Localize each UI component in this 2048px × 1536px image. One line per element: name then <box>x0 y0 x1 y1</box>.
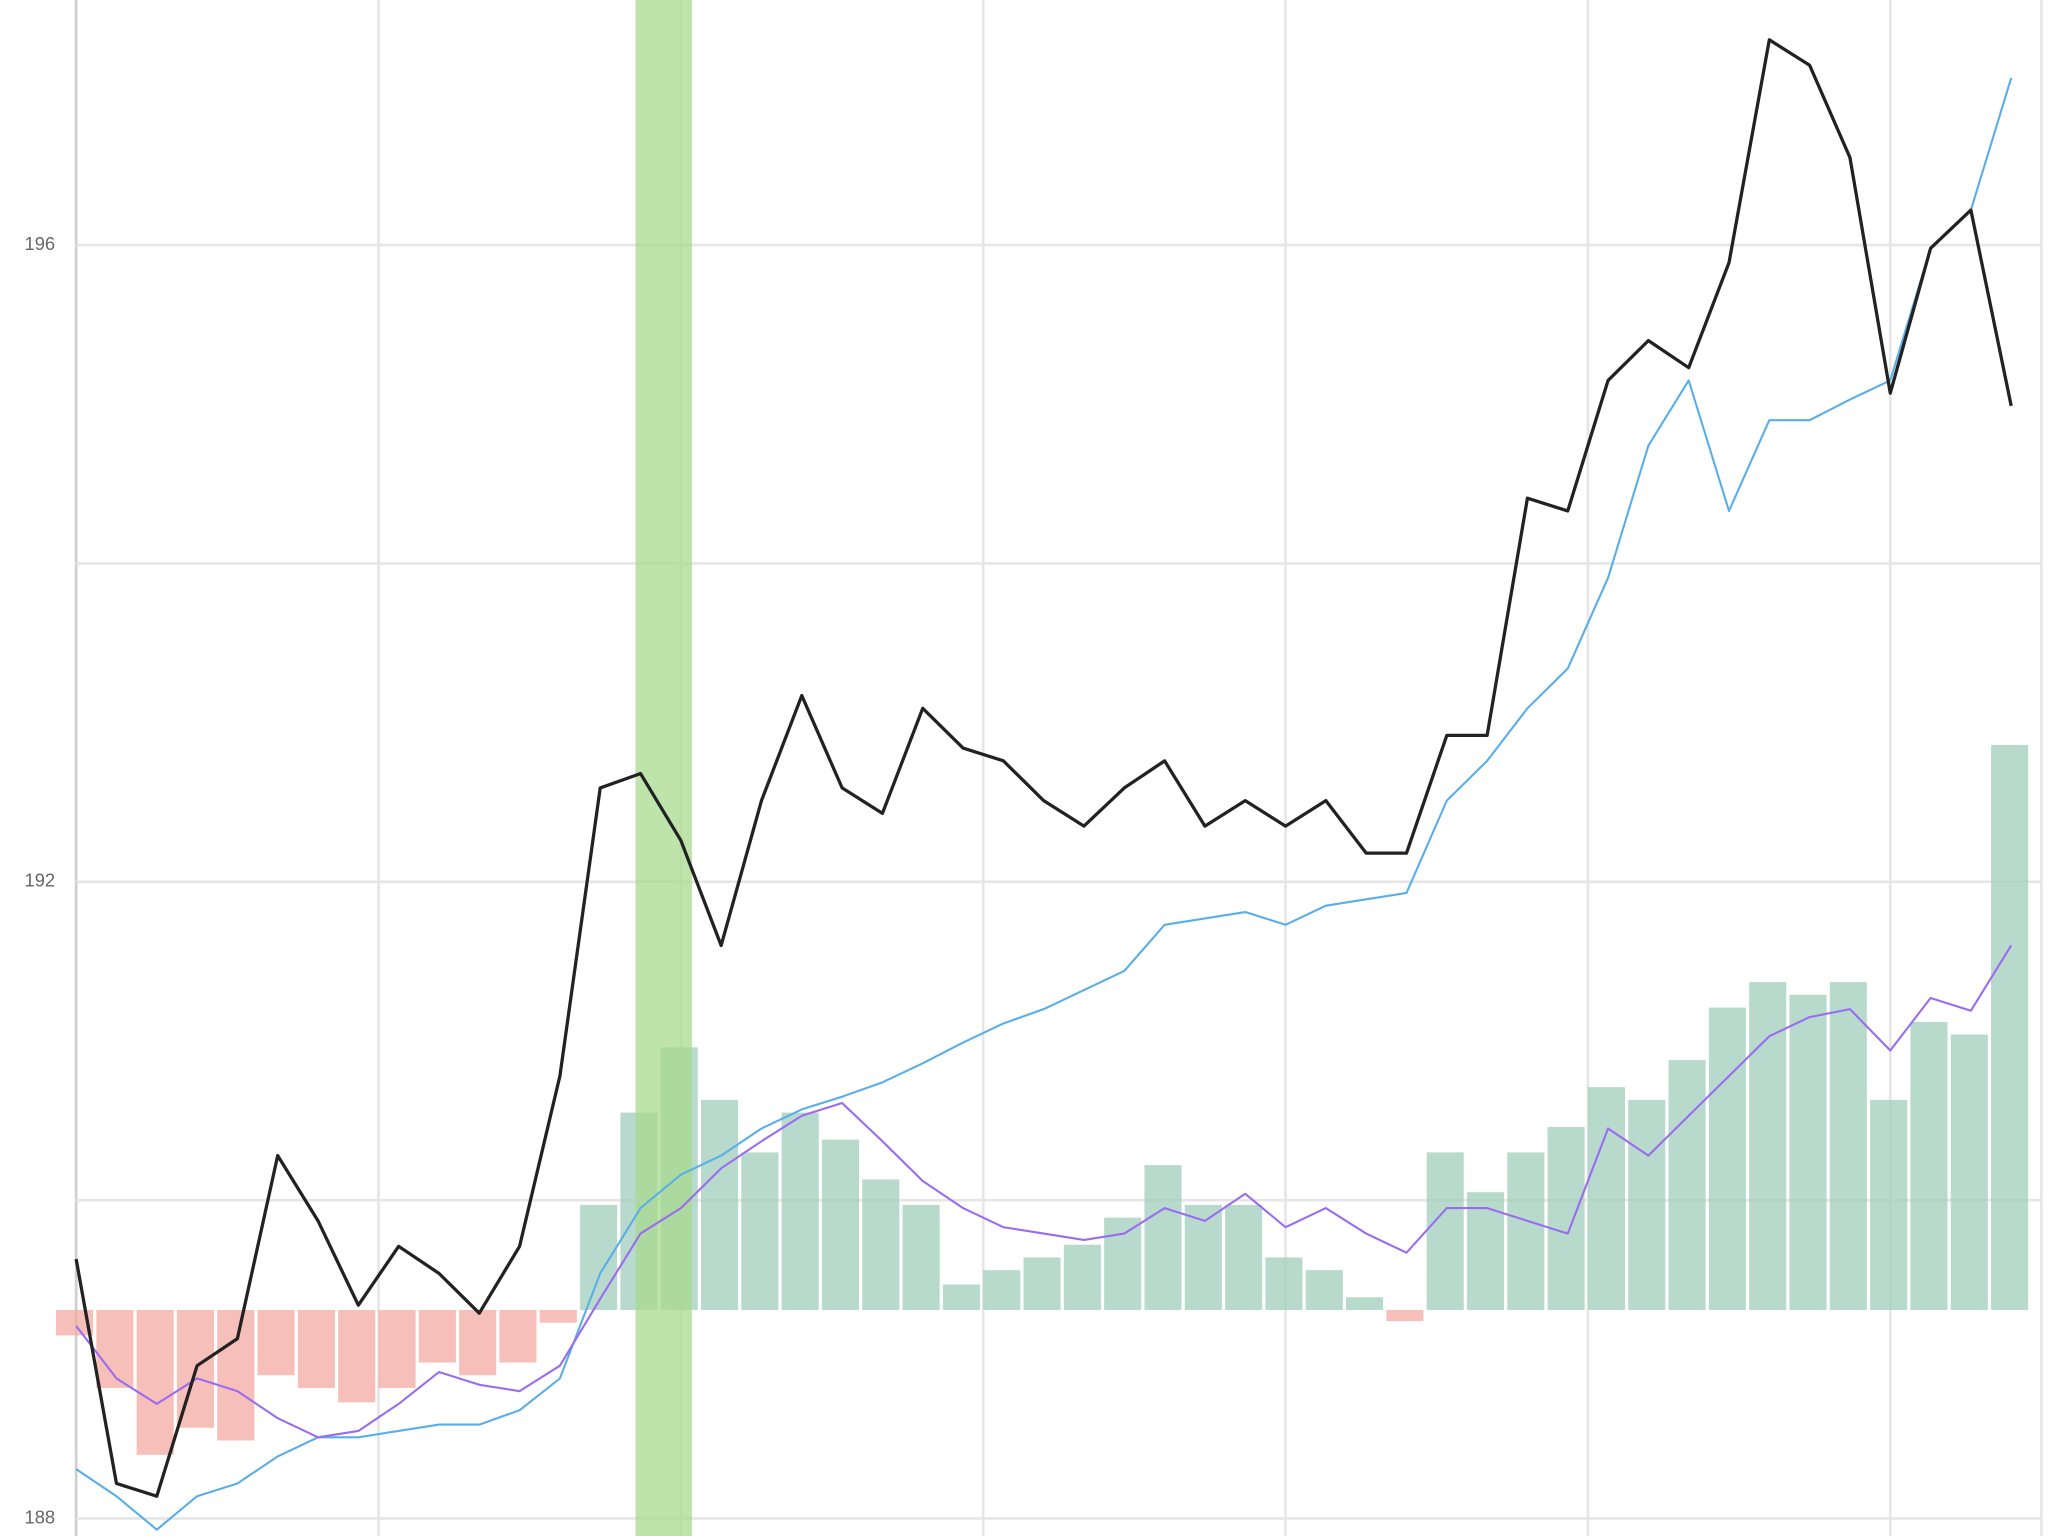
histogram-bar <box>580 1204 618 1310</box>
histogram-bar <box>1386 1309 1424 1322</box>
histogram-bar <box>136 1309 174 1455</box>
histogram-bar <box>902 1204 940 1310</box>
histogram-bar <box>539 1309 577 1323</box>
histogram-bar <box>983 1270 1021 1310</box>
histogram-bar <box>1708 1007 1746 1310</box>
price-line <box>75 77 2013 1531</box>
histogram-bar <box>1104 1217 1142 1310</box>
price-line <box>75 944 2013 1439</box>
histogram-bar <box>1063 1244 1101 1310</box>
histogram-bar <box>1950 1034 1988 1310</box>
histogram-bar <box>1305 1270 1343 1310</box>
highlight-band <box>635 0 692 1536</box>
histogram-bar <box>862 1179 900 1310</box>
histogram-bar <box>1547 1126 1585 1310</box>
histogram-bar <box>1829 982 1867 1310</box>
histogram-bar <box>1991 744 2029 1310</box>
histogram-bar <box>257 1309 295 1376</box>
histogram-bar <box>1346 1297 1384 1310</box>
histogram-bar <box>1466 1192 1505 1310</box>
histogram-bar <box>1507 1152 1545 1310</box>
histogram-bar <box>1265 1257 1303 1310</box>
histogram-bar <box>499 1309 537 1363</box>
histogram-bar <box>1023 1257 1061 1310</box>
histogram-bar <box>297 1309 335 1388</box>
y-tick-label: 192 <box>24 870 55 891</box>
histogram-bar <box>217 1309 255 1441</box>
histogram-bar <box>1587 1087 1625 1310</box>
histogram-bar <box>418 1309 456 1363</box>
price-line <box>74 38 2013 1498</box>
histogram-bar <box>1225 1204 1263 1310</box>
histogram-bar <box>821 1139 860 1310</box>
histogram-bar <box>1426 1152 1464 1310</box>
histogram-bar <box>781 1112 819 1310</box>
histogram-bar <box>1628 1099 1666 1310</box>
histogram-bar <box>1184 1204 1222 1310</box>
histogram-bar <box>378 1309 416 1388</box>
histogram-bar <box>338 1309 376 1403</box>
histogram-bar <box>701 1099 739 1310</box>
histogram-bar <box>942 1284 980 1310</box>
histogram-bar <box>1870 1099 1908 1310</box>
histogram-bar <box>1910 1021 1948 1310</box>
histogram-bar <box>1789 994 1827 1310</box>
histogram-bar <box>1144 1165 1182 1310</box>
y-tick-label: 196 <box>24 233 55 254</box>
histogram-bar <box>459 1309 497 1376</box>
histogram-bar <box>1668 1060 1706 1310</box>
y-tick-label: 188 <box>24 1506 55 1527</box>
histogram-bar <box>741 1152 779 1310</box>
